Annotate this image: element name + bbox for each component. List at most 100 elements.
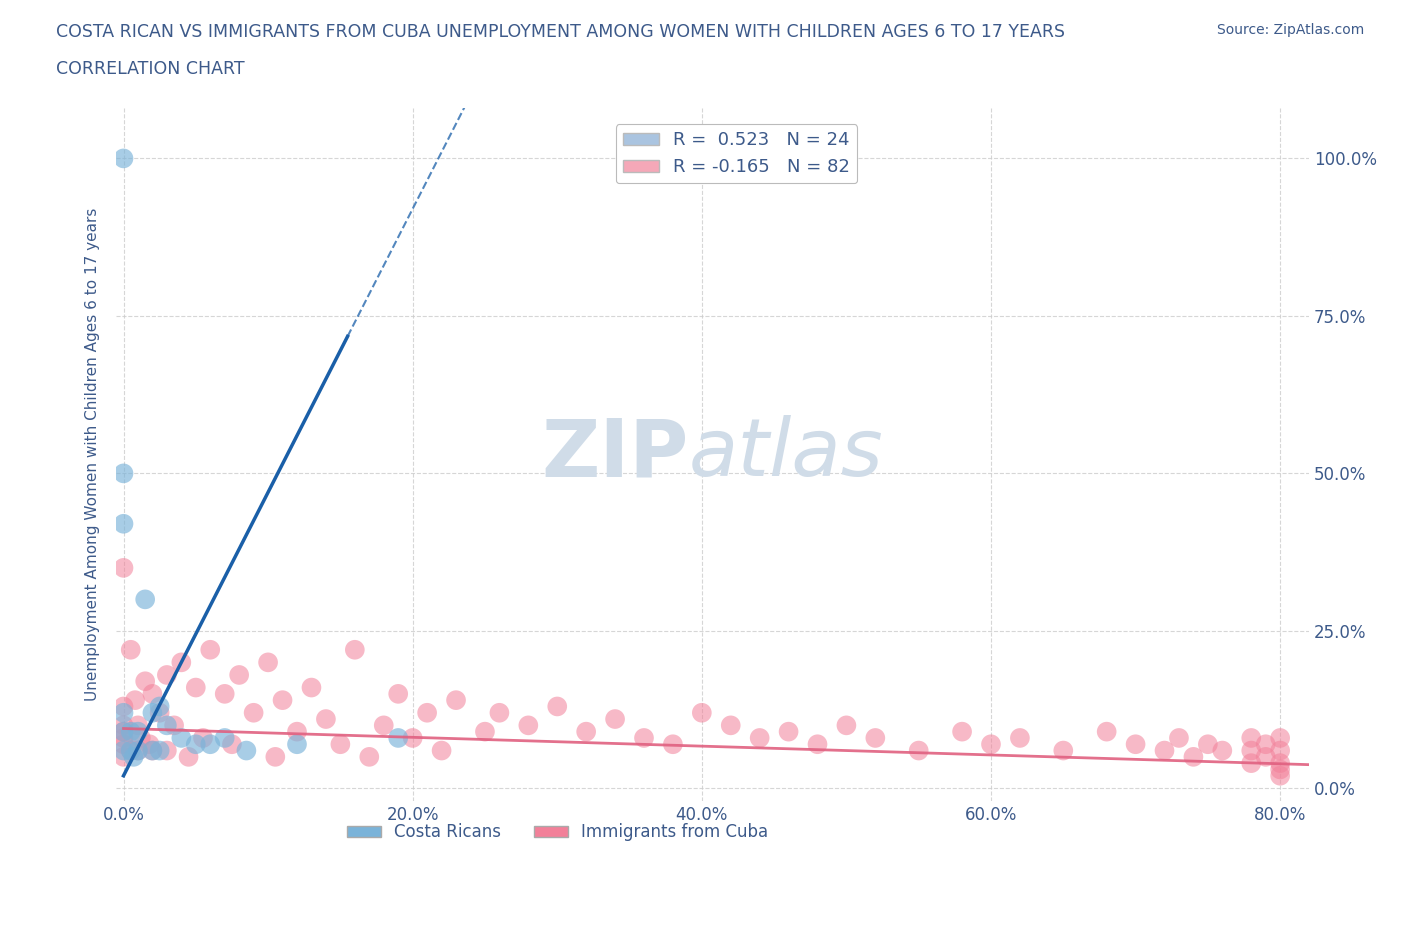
Point (134, 591, 156, 606)
Point (720, 718, 742, 733)
Point (835, 718, 858, 733)
Point (112, 561, 135, 576)
Point (980, 737, 1002, 751)
Point (633, 730, 655, 745)
Point (748, 730, 770, 745)
Point (112, 718, 135, 733)
Point (127, 724, 149, 739)
Point (430, 743, 453, 758)
Point (149, 699, 172, 714)
Point (387, 686, 409, 701)
Point (112, 516, 135, 531)
Point (191, 730, 214, 745)
Point (200, 737, 222, 751)
Point (228, 668, 250, 683)
Point (950, 724, 973, 739)
Point (149, 743, 172, 758)
Point (184, 680, 207, 695)
Point (112, 705, 135, 720)
Point (112, 750, 135, 764)
Point (690, 705, 713, 720)
Point (343, 643, 366, 658)
Point (301, 680, 323, 695)
Point (112, 466, 135, 481)
Point (1095, 724, 1118, 739)
Point (200, 643, 222, 658)
Point (285, 724, 308, 739)
Point (170, 730, 193, 745)
Point (603, 711, 626, 726)
Point (257, 655, 280, 670)
Text: CORRELATION CHART: CORRELATION CHART (56, 60, 245, 78)
Point (474, 724, 496, 739)
Point (141, 705, 163, 720)
Point (1268, 743, 1291, 758)
Point (1240, 756, 1263, 771)
Point (662, 737, 685, 751)
Legend: Costa Ricans, Immigrants from Cuba: Costa Ricans, Immigrants from Cuba (340, 817, 775, 848)
Point (163, 718, 186, 733)
Text: Source: ZipAtlas.com: Source: ZipAtlas.com (1216, 23, 1364, 37)
Point (315, 711, 337, 726)
Point (1254, 737, 1277, 751)
Point (1240, 743, 1263, 758)
Point (329, 737, 352, 751)
Point (112, 724, 135, 739)
Point (156, 668, 179, 683)
Point (112, 151, 135, 166)
Point (444, 693, 467, 708)
Point (112, 699, 135, 714)
Point (373, 718, 395, 733)
Point (112, 737, 135, 751)
Point (1254, 750, 1277, 764)
Point (546, 699, 568, 714)
Point (138, 737, 160, 751)
Point (214, 686, 236, 701)
Point (1268, 762, 1291, 777)
Point (271, 693, 294, 708)
Point (1153, 743, 1175, 758)
Text: atlas: atlas (689, 416, 883, 494)
Point (214, 730, 236, 745)
Point (221, 737, 243, 751)
Point (177, 750, 200, 764)
Point (127, 718, 149, 733)
Point (120, 724, 142, 739)
Point (127, 743, 149, 758)
Text: COSTA RICAN VS IMMIGRANTS FROM CUBA UNEMPLOYMENT AMONG WOMEN WITH CHILDREN AGES : COSTA RICAN VS IMMIGRANTS FROM CUBA UNEM… (56, 23, 1066, 41)
Point (1125, 737, 1147, 751)
Point (1052, 743, 1074, 758)
Point (416, 705, 439, 720)
Point (122, 750, 145, 764)
Point (129, 730, 152, 745)
Point (141, 743, 163, 758)
Point (1182, 750, 1205, 764)
Point (488, 705, 510, 720)
Point (120, 643, 142, 658)
Point (124, 693, 146, 708)
Point (134, 674, 156, 689)
Point (112, 730, 135, 745)
Point (127, 743, 149, 758)
Text: ZIP: ZIP (541, 416, 689, 494)
Point (387, 730, 409, 745)
Point (1240, 730, 1263, 745)
Point (402, 730, 425, 745)
Point (156, 743, 179, 758)
Point (120, 743, 142, 758)
Point (1197, 737, 1219, 751)
Point (1268, 756, 1291, 771)
Point (1268, 730, 1291, 745)
Point (156, 718, 179, 733)
Point (778, 724, 800, 739)
Point (285, 737, 308, 751)
Point (1168, 730, 1191, 745)
Point (1211, 743, 1233, 758)
Point (1268, 768, 1291, 783)
Point (184, 737, 207, 751)
Point (112, 724, 135, 739)
Point (141, 686, 163, 701)
Point (235, 743, 257, 758)
Point (575, 724, 598, 739)
Point (170, 655, 193, 670)
